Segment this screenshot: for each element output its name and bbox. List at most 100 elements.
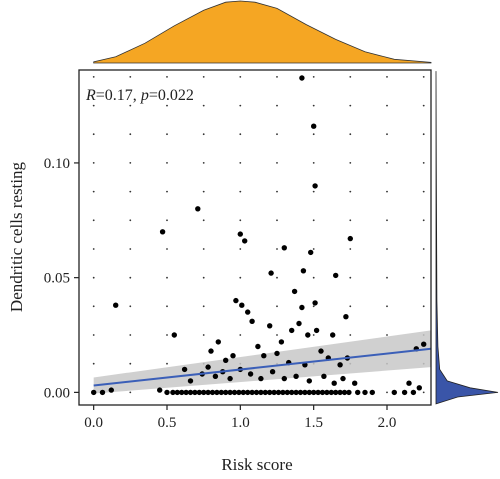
grid-dot bbox=[129, 162, 132, 164]
x-tick-label: 1.0 bbox=[231, 415, 250, 431]
data-point bbox=[223, 357, 229, 363]
data-point bbox=[164, 389, 170, 396]
grid-dot bbox=[239, 76, 242, 78]
top-density-curve bbox=[93, 0, 432, 64]
data-points bbox=[91, 75, 427, 396]
grid-dot bbox=[239, 190, 242, 193]
grid-dot bbox=[166, 104, 168, 107]
grid-dot bbox=[166, 162, 168, 164]
grid-dot bbox=[422, 162, 425, 164]
grid-dot bbox=[386, 248, 388, 250]
data-point bbox=[293, 373, 299, 379]
grid-dot bbox=[276, 190, 278, 193]
grid-dot bbox=[202, 334, 205, 336]
data-point bbox=[341, 389, 348, 396]
grid-dot bbox=[312, 248, 315, 250]
data-point bbox=[333, 389, 339, 396]
grid-dot bbox=[276, 162, 278, 164]
grid-dot bbox=[386, 305, 388, 308]
grid-dot bbox=[276, 76, 278, 78]
grid-dot bbox=[166, 76, 168, 78]
data-point bbox=[318, 348, 324, 354]
grid-dot bbox=[166, 334, 168, 336]
grid-dot bbox=[202, 248, 205, 250]
data-point bbox=[302, 389, 308, 396]
grid-dot bbox=[422, 190, 425, 193]
data-point bbox=[311, 123, 317, 129]
x-tick-label: 2.0 bbox=[378, 415, 397, 431]
data-point bbox=[306, 378, 312, 384]
data-point bbox=[223, 389, 229, 396]
grid-dot bbox=[349, 133, 352, 136]
grid-dot bbox=[349, 76, 352, 78]
grid-dot bbox=[276, 219, 278, 222]
grid-dot bbox=[239, 219, 242, 222]
grid-dot bbox=[166, 248, 168, 250]
grid-dot bbox=[239, 334, 242, 336]
grid-dot bbox=[276, 133, 278, 136]
x-tick-label: 0.0 bbox=[84, 415, 103, 431]
data-point bbox=[333, 272, 339, 279]
grid-dot bbox=[92, 162, 95, 164]
data-point bbox=[340, 375, 346, 382]
grid-dot bbox=[92, 190, 95, 193]
data-point bbox=[245, 389, 251, 396]
grid-dot bbox=[239, 248, 242, 250]
data-point bbox=[347, 235, 353, 242]
data-point bbox=[362, 389, 368, 396]
data-point bbox=[352, 380, 358, 386]
data-point bbox=[299, 75, 305, 81]
grid-dot bbox=[422, 305, 425, 308]
data-point bbox=[205, 389, 211, 396]
data-point bbox=[159, 229, 166, 235]
data-point bbox=[267, 389, 273, 396]
grid-dot bbox=[349, 276, 352, 279]
grid-dot bbox=[129, 391, 132, 394]
grid-dot bbox=[422, 219, 425, 222]
grid-dot bbox=[166, 276, 168, 279]
data-point bbox=[391, 389, 397, 396]
data-point bbox=[321, 373, 327, 379]
grid-dot bbox=[312, 334, 315, 336]
grid-dot bbox=[276, 248, 278, 250]
grid-dot bbox=[202, 305, 205, 308]
grid-dot bbox=[349, 104, 352, 107]
data-point bbox=[181, 366, 188, 373]
data-point bbox=[369, 389, 375, 396]
grid-dot bbox=[386, 162, 388, 164]
data-point bbox=[262, 389, 268, 396]
grid-dot bbox=[312, 190, 315, 193]
grid-dot bbox=[92, 334, 95, 336]
y-tick-label: 0.10 bbox=[44, 156, 70, 172]
grid-dot bbox=[166, 305, 168, 308]
grid-dot bbox=[202, 133, 205, 136]
y-tick-label: 0.05 bbox=[44, 271, 70, 287]
grid-dot bbox=[312, 133, 315, 136]
data-point bbox=[209, 389, 216, 396]
grid-dot bbox=[129, 248, 132, 250]
data-point bbox=[319, 389, 326, 396]
data-point bbox=[300, 268, 307, 274]
grid-dot bbox=[386, 104, 388, 107]
grid-dot bbox=[92, 76, 95, 78]
grid-dot bbox=[386, 190, 388, 193]
grid-dot bbox=[92, 248, 95, 250]
grid-dot bbox=[129, 219, 132, 222]
grid-dot bbox=[312, 305, 315, 308]
data-point bbox=[281, 375, 287, 382]
data-point bbox=[324, 389, 330, 396]
data-point bbox=[242, 238, 248, 244]
data-point bbox=[280, 389, 286, 396]
grid-dot bbox=[202, 104, 205, 107]
grid-dot bbox=[422, 133, 425, 136]
grid-dot bbox=[422, 276, 425, 279]
grid-dot bbox=[312, 104, 315, 107]
data-point bbox=[346, 389, 352, 396]
confidence-band bbox=[93, 330, 432, 394]
data-point bbox=[312, 183, 318, 189]
grid-dot bbox=[129, 104, 132, 107]
grid-dot bbox=[166, 362, 168, 365]
grid-dot bbox=[239, 133, 242, 136]
data-point bbox=[240, 389, 246, 396]
data-point bbox=[108, 387, 115, 393]
